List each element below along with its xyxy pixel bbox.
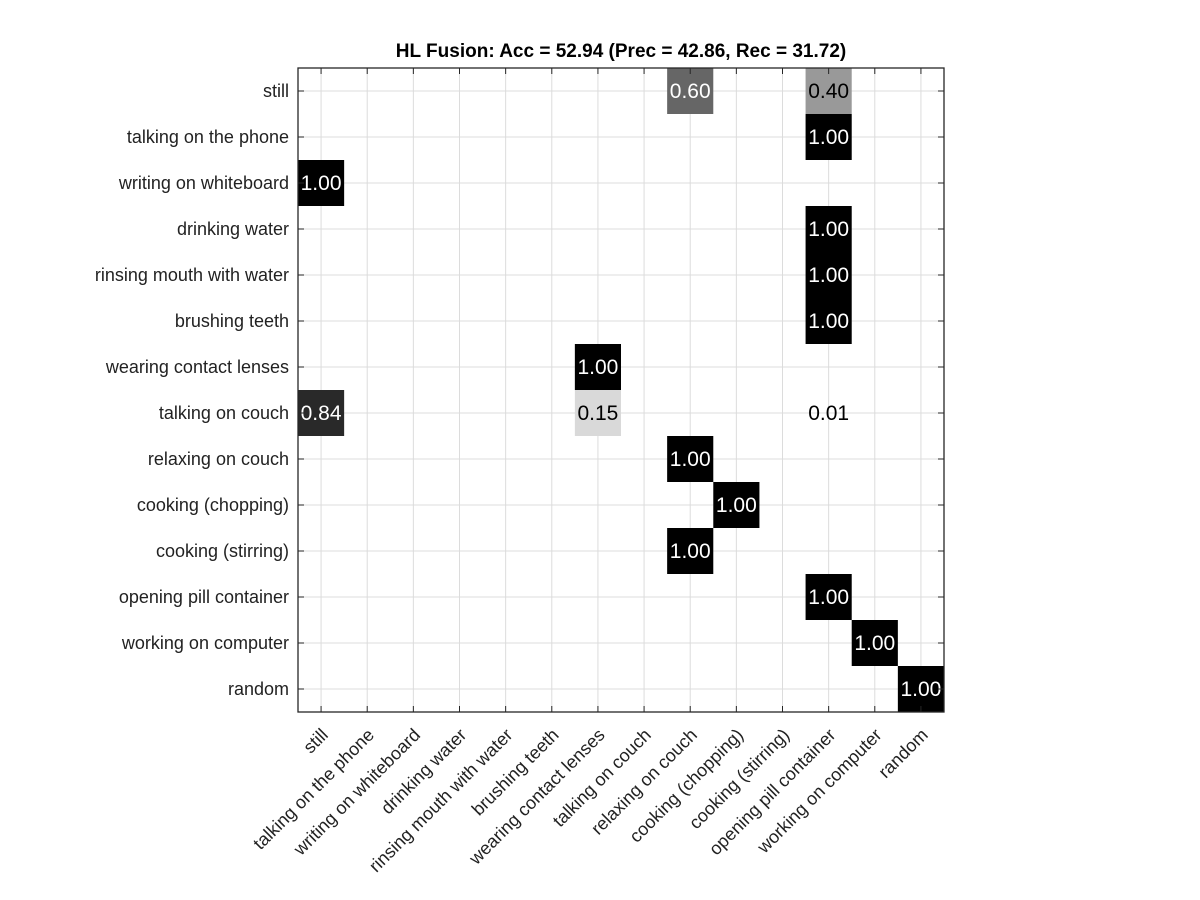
y-tick-label: brushing teeth	[175, 311, 289, 331]
cell-value-label: 1.00	[808, 218, 849, 241]
x-tick-label: still	[299, 725, 332, 758]
cell-value-label: 0.60	[670, 80, 711, 103]
matrix-cell	[805, 68, 852, 114]
x-tick-label: random	[874, 725, 931, 782]
plot-frame	[297, 67, 945, 713]
matrix-cell	[805, 298, 852, 344]
matrix-cell	[298, 390, 345, 436]
y-tick-label: rinsing mouth with water	[95, 265, 289, 285]
y-tick-label: working on computer	[121, 633, 289, 653]
cell-value-label: 1.00	[670, 448, 711, 471]
matrix-cell	[574, 390, 621, 436]
cell-value-label: 1.00	[670, 540, 711, 563]
y-tick-label: still	[263, 81, 289, 101]
y-axis-tick-labels: still talking on the phone writing on whit…	[95, 81, 289, 699]
cell-value-label: 0.40	[808, 80, 849, 103]
cell-value-label: 1.00	[716, 494, 757, 517]
cell-value-label: 1.00	[808, 264, 849, 287]
y-tick-label: opening pill container	[119, 587, 289, 607]
cell-value-label: 1.00	[577, 356, 618, 379]
matrix-cell	[805, 574, 852, 620]
y-tick-label: cooking (chopping)	[137, 495, 289, 515]
y-tick-label: drinking water	[177, 219, 289, 239]
cell-value-label: 0.01	[808, 402, 849, 425]
y-tick-label: writing on whiteboard	[118, 173, 289, 193]
cell-value-label: 0.84	[301, 402, 342, 425]
cell-value-label: 1.00	[808, 310, 849, 333]
cell-value-label: 1.00	[301, 172, 342, 195]
matrix-cell	[574, 344, 621, 390]
matrix-cell	[667, 528, 714, 574]
y-tick-label: cooking (stirring)	[156, 541, 289, 561]
y-tick-label: random	[228, 679, 289, 699]
axis-ticks	[298, 68, 944, 712]
matrix-cell	[667, 436, 714, 482]
y-tick-label: talking on the phone	[127, 127, 289, 147]
cell-value-label: 1.00	[808, 586, 849, 609]
matrix-cells: 0.60 0.401.001.001.001.001.001.000.84 0.15…	[298, 68, 944, 712]
matrix-cell	[713, 482, 760, 528]
matrix-cell	[851, 620, 898, 666]
y-tick-label: talking on couch	[159, 403, 289, 423]
matrix-cell	[298, 160, 345, 206]
matrix-cell	[805, 252, 852, 298]
cell-value-label: 1.00	[900, 678, 941, 701]
cell-value-label: 1.00	[808, 126, 849, 149]
matrix-cell	[667, 68, 714, 114]
y-tick-label: wearing contact lenses	[105, 357, 289, 377]
cell-value-label: 0.15	[577, 402, 618, 425]
chart-title: HL Fusion: Acc = 52.94 (Prec = 42.86, Re…	[396, 41, 846, 62]
matrix-cell	[805, 206, 852, 252]
y-tick-label: relaxing on couch	[148, 449, 289, 469]
matrix-cell	[897, 666, 944, 712]
cell-value-label: 1.00	[854, 632, 895, 655]
grid-lines	[298, 68, 944, 712]
matrix-cell	[805, 114, 852, 160]
